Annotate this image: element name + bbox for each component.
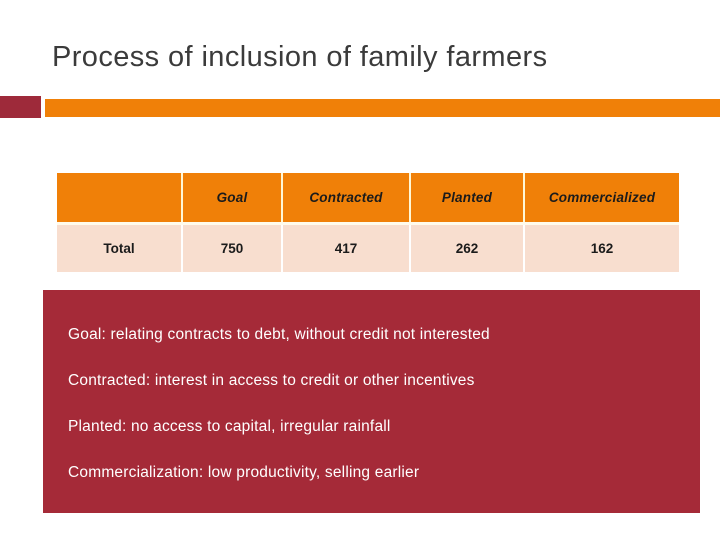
row-label-total: Total bbox=[57, 222, 183, 272]
summary-table: Goal Contracted Planted Commercialized T… bbox=[57, 173, 679, 272]
table-row: Total 750 417 262 162 bbox=[57, 222, 679, 272]
note-line-commercialization: Commercialization: low productivity, sel… bbox=[68, 464, 420, 481]
cell-commercialized: 162 bbox=[524, 222, 679, 272]
table-header-corner bbox=[57, 173, 183, 224]
page-title: Process of inclusion of family farmers bbox=[52, 41, 548, 73]
cell-goal: 750 bbox=[182, 222, 283, 272]
note-line-contracted: Contracted: interest in access to credit… bbox=[68, 372, 475, 389]
note-line-goal: Goal: relating contracts to debt, withou… bbox=[68, 326, 490, 343]
notes-panel: Goal: relating contracts to debt, withou… bbox=[43, 290, 700, 513]
table-header-goal: Goal bbox=[182, 173, 283, 224]
cell-planted: 262 bbox=[410, 222, 525, 272]
divider-orange-bar bbox=[45, 99, 720, 117]
table-header-contracted: Contracted bbox=[282, 173, 411, 224]
table-header-commercialized: Commercialized bbox=[524, 173, 679, 224]
divider-red-block bbox=[0, 96, 41, 118]
note-line-planted: Planted: no access to capital, irregular… bbox=[68, 418, 391, 435]
cell-contracted: 417 bbox=[282, 222, 411, 272]
table-header-row: Goal Contracted Planted Commercialized bbox=[57, 173, 679, 224]
table-header-planted: Planted bbox=[410, 173, 525, 224]
